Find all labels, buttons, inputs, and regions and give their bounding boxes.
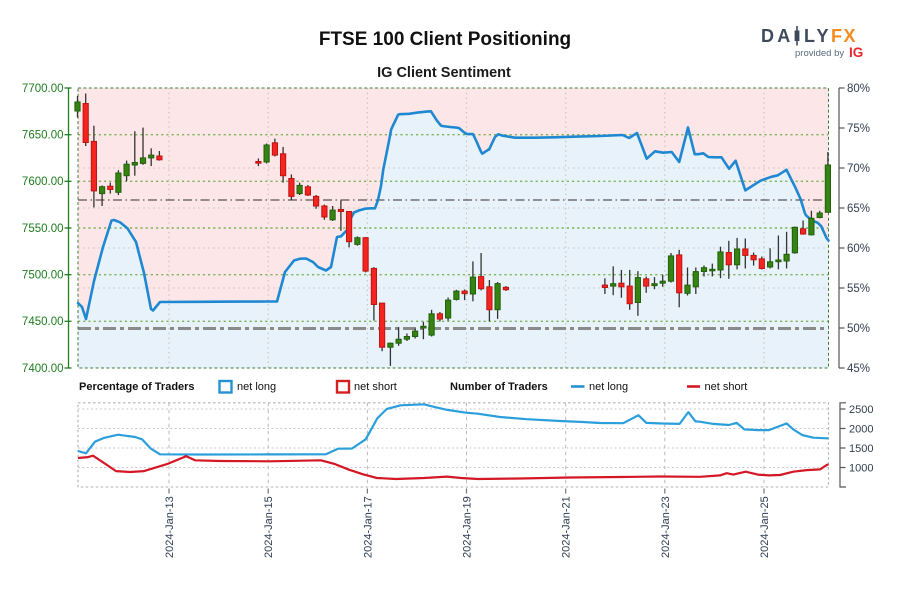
svg-text:60%: 60% [847,243,870,255]
svg-text:2000: 2000 [849,423,873,435]
svg-text:65%: 65% [847,203,870,215]
svg-text:2024-Jan-21: 2024-Jan-21 [561,496,573,558]
svg-text:2024-Jan-23: 2024-Jan-23 [660,496,672,558]
svg-text:2024-Jan-13: 2024-Jan-13 [164,496,176,558]
svg-text:45%: 45% [847,363,870,375]
svg-text:IG Client Sentiment: IG Client Sentiment [377,65,511,81]
svg-text:2500: 2500 [849,404,873,416]
svg-text:7450.00: 7450.00 [22,316,64,328]
svg-text:net long: net long [589,381,628,393]
svg-text:2024-Jan-15: 2024-Jan-15 [263,496,275,558]
svg-text:Percentage of Traders: Percentage of Traders [79,381,195,393]
svg-text:7500.00: 7500.00 [22,270,64,282]
svg-text:2024-Jan-17: 2024-Jan-17 [362,496,374,558]
svg-text:55%: 55% [847,283,870,295]
svg-text:7650.00: 7650.00 [22,130,64,142]
svg-text:7600.00: 7600.00 [22,176,64,188]
svg-text:2024-Jan-19: 2024-Jan-19 [462,496,474,558]
svg-text:DA: DA [761,26,793,46]
svg-text:net long: net long [237,381,276,393]
svg-text:LY: LY [804,26,832,46]
svg-text:7400.00: 7400.00 [22,363,64,375]
svg-text:FX: FX [831,26,857,46]
svg-text:7550.00: 7550.00 [22,223,64,235]
svg-text:1500: 1500 [849,443,873,455]
svg-text:2024-Jan-25: 2024-Jan-25 [759,496,771,558]
svg-text:provided by: provided by [795,48,844,59]
svg-text:net short: net short [705,381,748,393]
svg-text:FTSE 100 Client Positioning: FTSE 100 Client Positioning [319,29,571,50]
svg-text:50%: 50% [847,323,870,335]
svg-text:1000: 1000 [849,462,873,474]
svg-text:7700.00: 7700.00 [22,83,64,95]
svg-text:IG: IG [849,45,863,60]
svg-text:Number of Traders: Number of Traders [450,381,548,393]
svg-text:net short: net short [354,381,397,393]
svg-text:75%: 75% [847,123,870,135]
svg-text:80%: 80% [847,83,870,95]
svg-text:70%: 70% [847,163,870,175]
